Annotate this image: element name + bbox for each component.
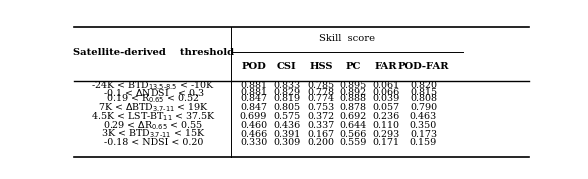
Text: -24K < BTD$_{13.5\text{-}8.5}$ < -10K: -24K < BTD$_{13.5\text{-}8.5}$ < -10K — [91, 79, 215, 92]
Text: 0.566: 0.566 — [339, 130, 366, 139]
Text: 0.790: 0.790 — [410, 103, 437, 112]
Text: 0.699: 0.699 — [240, 112, 267, 121]
Text: 0.167: 0.167 — [308, 130, 335, 139]
Text: 0.753: 0.753 — [308, 103, 335, 112]
Text: 0.236: 0.236 — [372, 112, 399, 121]
Text: 0.309: 0.309 — [273, 138, 300, 147]
Text: 0.391: 0.391 — [273, 130, 300, 139]
Text: 0.19 < R$_{0.65}$ < 0.52: 0.19 < R$_{0.65}$ < 0.52 — [106, 93, 200, 105]
Text: 0.829: 0.829 — [273, 88, 300, 97]
Text: 4.5K < LST-BT$_{11}$ < 37.5K: 4.5K < LST-BT$_{11}$ < 37.5K — [91, 110, 216, 123]
Text: 0.644: 0.644 — [339, 121, 366, 130]
Text: POD: POD — [241, 62, 266, 71]
Text: 0.892: 0.892 — [339, 88, 366, 97]
Text: 0.171: 0.171 — [372, 138, 399, 147]
Text: 0.110: 0.110 — [372, 121, 399, 130]
Text: 0.895: 0.895 — [339, 81, 366, 90]
Text: 0.559: 0.559 — [339, 138, 366, 147]
Text: 0.057: 0.057 — [372, 103, 399, 112]
Text: 0.039: 0.039 — [372, 94, 399, 103]
Text: 0.463: 0.463 — [410, 112, 437, 121]
Text: 0.29 < $\Delta$R$_{0.65}$ < 0.55: 0.29 < $\Delta$R$_{0.65}$ < 0.55 — [103, 119, 203, 132]
Text: FAR: FAR — [375, 62, 397, 71]
Text: 0.200: 0.200 — [308, 138, 335, 147]
Text: 0.847: 0.847 — [240, 103, 267, 112]
Text: 7K < $\Delta$BTD$_{3.7\text{-}11}$ < 19K: 7K < $\Delta$BTD$_{3.7\text{-}11}$ < 19K — [98, 102, 209, 114]
Text: 0.159: 0.159 — [410, 138, 437, 147]
Text: -0.1 < $\Delta$NDSI   < 0.3: -0.1 < $\Delta$NDSI < 0.3 — [102, 87, 204, 98]
Text: 0.847: 0.847 — [240, 94, 267, 103]
Text: 0.881: 0.881 — [240, 81, 267, 90]
Text: 0.815: 0.815 — [410, 88, 437, 97]
Text: -0.18 < NDSI < 0.20: -0.18 < NDSI < 0.20 — [103, 138, 203, 147]
Text: PC: PC — [345, 62, 360, 71]
Text: 0.173: 0.173 — [410, 130, 437, 139]
Text: 0.293: 0.293 — [372, 130, 399, 139]
Text: 0.692: 0.692 — [339, 112, 366, 121]
Text: 0.330: 0.330 — [240, 138, 267, 147]
Text: 0.778: 0.778 — [308, 88, 335, 97]
Text: HSS: HSS — [309, 62, 333, 71]
Text: 0.575: 0.575 — [273, 112, 300, 121]
Text: 0.774: 0.774 — [308, 94, 335, 103]
Text: 0.460: 0.460 — [240, 121, 267, 130]
Text: 0.436: 0.436 — [273, 121, 300, 130]
Text: Skill  score: Skill score — [319, 34, 375, 43]
Text: 0.061: 0.061 — [372, 81, 399, 90]
Text: 0.881: 0.881 — [240, 88, 267, 97]
Text: 0.466: 0.466 — [240, 130, 267, 139]
Text: 0.820: 0.820 — [410, 81, 437, 90]
Text: 0.888: 0.888 — [339, 94, 366, 103]
Text: CSI: CSI — [277, 62, 296, 71]
Text: 0.785: 0.785 — [308, 81, 335, 90]
Text: 0.372: 0.372 — [308, 112, 335, 121]
Text: 0.808: 0.808 — [410, 94, 437, 103]
Text: Satellite-derived    threshold: Satellite-derived threshold — [73, 48, 234, 57]
Text: 0.805: 0.805 — [273, 103, 300, 112]
Text: 0.833: 0.833 — [273, 81, 300, 90]
Text: 0.066: 0.066 — [372, 88, 399, 97]
Text: 3K < BTD$_{3.7\text{-}11}$ < 15K: 3K < BTD$_{3.7\text{-}11}$ < 15K — [101, 128, 206, 140]
Text: 0.878: 0.878 — [339, 103, 366, 112]
Text: 0.350: 0.350 — [410, 121, 437, 130]
Text: POD-FAR: POD-FAR — [397, 62, 449, 71]
Text: 0.819: 0.819 — [273, 94, 300, 103]
Text: 0.337: 0.337 — [308, 121, 335, 130]
